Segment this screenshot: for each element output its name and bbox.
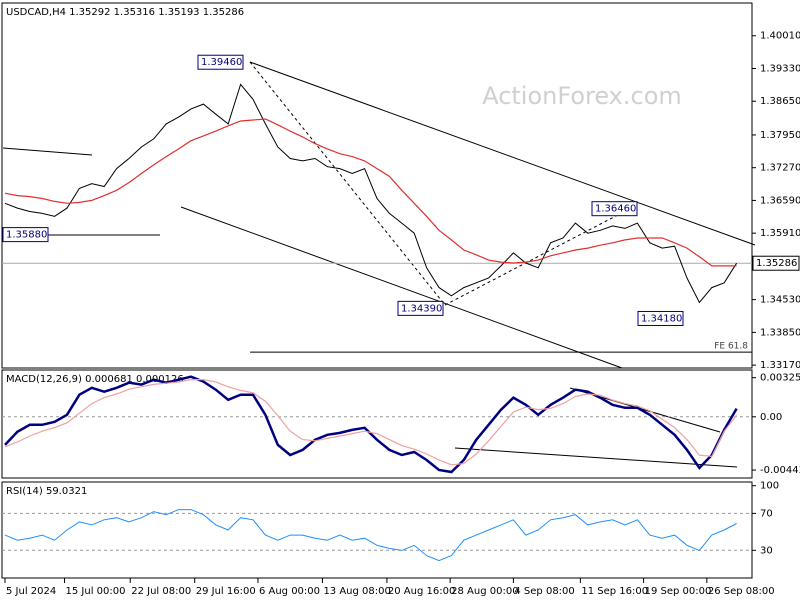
- channel-bottom: [180, 206, 623, 369]
- price-label: 1.35880: [6, 230, 47, 241]
- last-price-box: [752, 255, 800, 271]
- panel-frame: [1, 2, 753, 369]
- x-tick-label: 19 Sep 00:00: [645, 586, 712, 597]
- y-tick-label: 100: [760, 481, 779, 492]
- y-tick-label: 1.38650: [760, 96, 800, 107]
- series-line: [4, 375, 738, 474]
- series-line: [4, 118, 737, 267]
- x-tick-label: 6 Aug 00:00: [259, 586, 320, 597]
- y-tick-label: 0.00: [760, 412, 782, 423]
- panel-frame: [1, 481, 753, 579]
- panel-title: MACD(12,26,9) 0.000681 0.000126: [6, 374, 184, 385]
- series-line: [4, 83, 738, 304]
- x-tick-label: 13 Aug 08:00: [323, 586, 390, 597]
- y-tick-label: 1.37950: [760, 130, 800, 141]
- fe-label: FE 61.8: [714, 342, 748, 352]
- y-tick-label: -0.004439: [760, 465, 800, 476]
- x-tick-label: 20 Aug 16:00: [388, 586, 455, 597]
- y-tick-label: 1.39330: [760, 63, 800, 74]
- panel-title: RSI(14) 59.0321: [6, 486, 87, 497]
- price-label: 1.34390: [401, 303, 442, 314]
- macd-trend-line: [454, 447, 738, 468]
- y-tick-label: 0.003259: [760, 373, 800, 384]
- panel-title: USDCAD,H4 1.35292 1.35316 1.35193 1.3528…: [6, 7, 244, 18]
- price-label-box: [197, 54, 244, 70]
- price-label: 1.36460: [595, 204, 636, 215]
- x-tick-label: 28 Aug 00:00: [451, 586, 518, 597]
- y-tick-label: 70: [760, 508, 773, 519]
- x-tick-label: 29 Jul 16:00: [196, 586, 256, 597]
- y-tick-label: 1.37270: [760, 163, 800, 174]
- last-price-label: 1.35286: [756, 258, 797, 269]
- y-tick-label: 1.33850: [760, 327, 800, 338]
- y-tick-label: 1.34530: [760, 295, 800, 306]
- swing-line: [249, 61, 446, 306]
- panel-frame: [1, 369, 753, 479]
- price-label: 1.39460: [201, 57, 242, 68]
- series-line: [4, 379, 738, 466]
- y-tick-label: 1.40010: [760, 31, 800, 42]
- price-label-box: [591, 201, 638, 217]
- price-label-box: [397, 300, 444, 316]
- x-tick-label: 4 Sep 08:00: [514, 586, 574, 597]
- y-tick-label: 1.33170: [760, 360, 800, 371]
- y-tick-label: 1.36590: [760, 195, 800, 206]
- x-tick-label: 15 Jul 00:00: [66, 586, 126, 597]
- x-tick-label: 22 Jul 08:00: [131, 586, 191, 597]
- price-label-box: [2, 227, 49, 243]
- x-tick-label: 26 Sep 08:00: [708, 586, 775, 597]
- channel-top: [249, 61, 756, 246]
- resistance-line: [2, 147, 93, 156]
- x-tick-label: 11 Sep 16:00: [581, 586, 648, 597]
- series-line: [4, 509, 737, 562]
- price-label: 1.34180: [641, 313, 682, 324]
- y-tick-label: 30: [760, 545, 773, 556]
- y-tick-label: 1.35910: [760, 228, 800, 239]
- x-tick-label: 5 Jul 2024: [6, 586, 56, 597]
- trend-lines: [2, 61, 756, 468]
- price-label-box: [637, 310, 684, 326]
- swing-line: [444, 204, 638, 306]
- watermark: ActionForex.com: [482, 82, 682, 110]
